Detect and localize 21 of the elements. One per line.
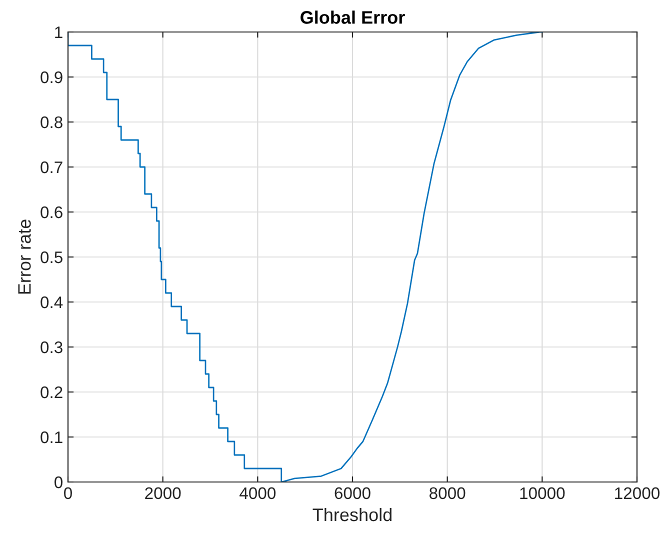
y-tick-label: 0.4 — [40, 296, 63, 308]
x-tick-label: 10000 — [520, 487, 565, 500]
x-tick-label: 6000 — [334, 487, 370, 500]
chart-title: Global Error — [300, 10, 405, 24]
y-tick-label: 0.2 — [40, 386, 62, 398]
y-tick-label: 0.7 — [40, 161, 62, 174]
y-tick-label: 0.9 — [40, 71, 62, 84]
y-tick-label: 0.6 — [40, 206, 62, 218]
x-axis-title: Threshold — [312, 508, 392, 522]
x-tick-label: 0 — [64, 487, 72, 500]
x-tick-label: 4000 — [240, 487, 276, 500]
y-tick-label: 1 — [55, 26, 62, 38]
y-tick-label: 0.3 — [40, 341, 62, 354]
y-tick-label: 0 — [54, 476, 62, 488]
x-tick-label: 12000 — [615, 487, 660, 500]
x-tick-label: 8000 — [430, 487, 466, 500]
y-tick-label: 0.8 — [40, 116, 62, 128]
y-tick-label: 0.1 — [40, 431, 62, 444]
y-axis-title: Error rate — [18, 220, 31, 294]
y-tick-label: 0.5 — [40, 251, 62, 264]
x-tick-label: 2000 — [145, 487, 181, 500]
